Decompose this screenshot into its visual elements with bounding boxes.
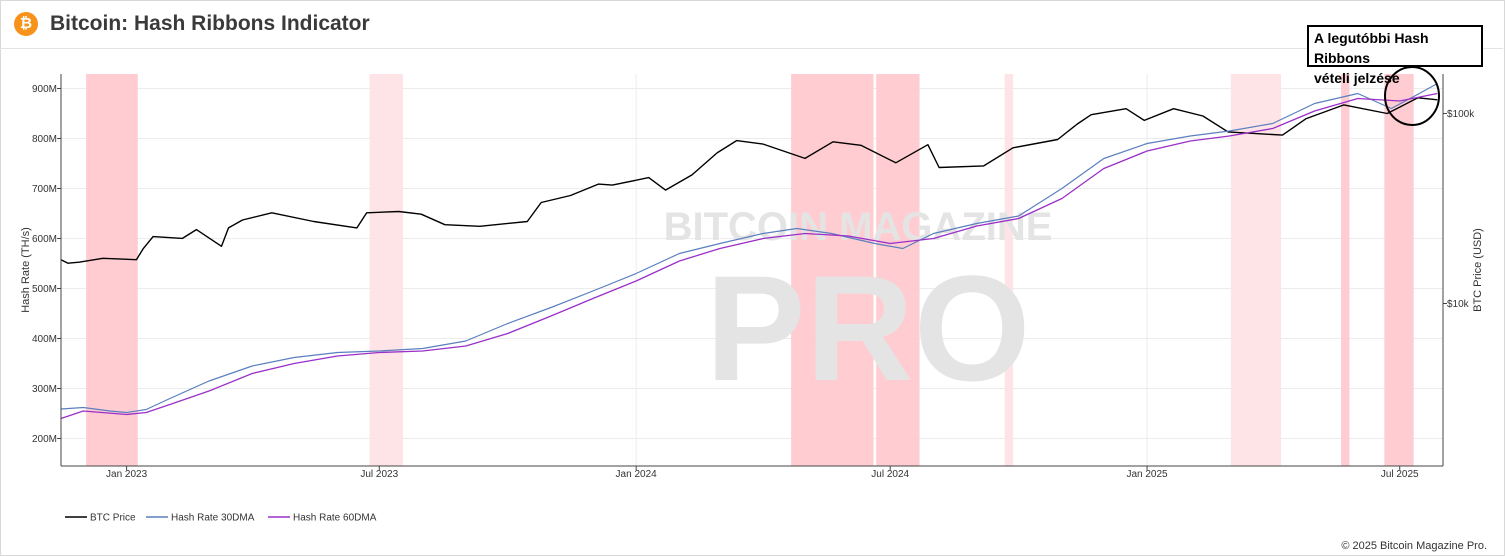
y-tick-label: 700M [32,184,57,195]
legend-label-btc: BTC Price [90,513,136,524]
legend-label-hr60: Hash Rate 60DMA [293,513,377,524]
capitulation-band [369,74,404,466]
y2-tick-label: $10k [1447,299,1470,310]
legend-label-hr30: Hash Rate 30DMA [171,513,255,524]
capitulation-band [1004,74,1014,466]
y-axis-title: Hash Rate (TH/s) [20,227,32,313]
copyright-text: © 2025 Bitcoin Magazine Pro. [1341,540,1487,552]
y2-axis-title: BTC Price (USD) [1472,228,1484,312]
watermark-line-2: PRO [705,244,1030,412]
x-tick-label: Jul 2025 [1381,469,1419,480]
annotation-circle [1384,66,1440,126]
y-tick-label: 200M [32,434,57,445]
x-tick-label: Jan 2023 [106,469,148,480]
annotation-line-2: vételi jelzése [1314,70,1400,86]
capitulation-band [876,74,920,466]
y-tick-label: 500M [32,284,57,295]
x-tick-label: Jul 2023 [360,469,398,480]
x-tick-label: Jul 2024 [871,469,909,480]
y-tick-label: 900M [32,84,57,95]
x-tick-label: Jan 2024 [616,469,658,480]
series-line-hr60 [60,92,1438,420]
y-tick-label: 400M [32,334,57,345]
y-tick-label: 300M [32,384,57,395]
chart-header: ₿ Bitcoin: Hash Ribbons Indicator [0,0,1503,49]
watermark-line-1: BITCOIN MAGAZINE [664,205,1053,249]
y-tick-label: 600M [32,234,57,245]
page-title: Bitcoin: Hash Ribbons Indicator [50,12,370,35]
capitulation-band [1384,74,1414,466]
capitulation-band [86,74,138,466]
capitulation-band [1341,74,1350,466]
series-line-hr30 [60,82,1438,414]
y-tick-label: 800M [32,134,57,145]
x-tick-label: Jan 2025 [1126,469,1168,480]
annotation-line-1: A legutóbbi Hash Ribbons [1314,30,1429,66]
capitulation-band [1230,74,1282,466]
y2-tick-label: $100k [1447,109,1475,120]
annotation-box: A legutóbbi Hash Ribbons vételi jelzése [1307,25,1483,86]
capitulation-band [791,74,874,466]
bitcoin-logo-icon: ₿ [14,12,38,36]
series-line-btc [60,97,1438,264]
